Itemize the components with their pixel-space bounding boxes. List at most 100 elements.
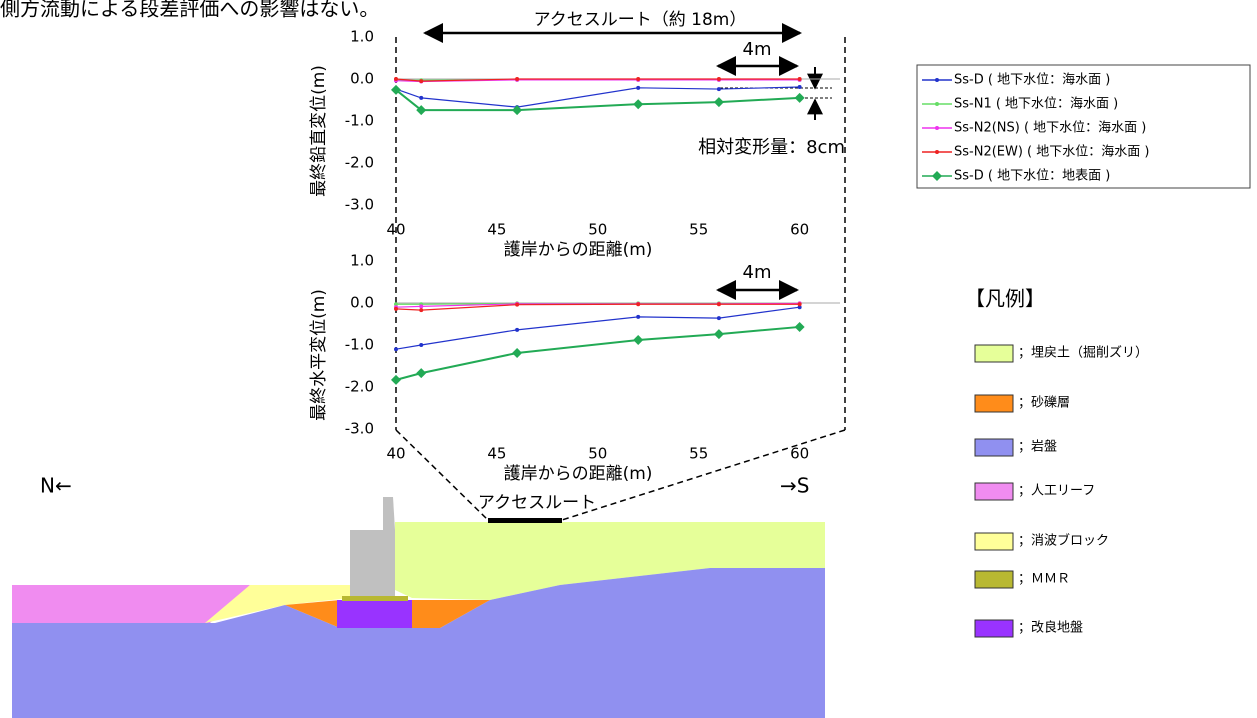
legend-label: Ss-N1 ( 地下水位：海水面 ) <box>954 97 1118 112</box>
x-tick-label: 55 <box>689 221 708 239</box>
strata-label: ；砂礫層 <box>1018 395 1070 411</box>
x-tick-label: 40 <box>386 445 405 463</box>
legend-label: Ss-D ( 地下水位：地表面 ) <box>954 169 1110 184</box>
y-axis-label: 最終鉛直変位(m) <box>309 65 329 197</box>
strata-label: ；人工リーフ <box>1018 484 1095 499</box>
y-tick-label: -1.0 <box>345 336 374 354</box>
deform-label: 相対変形量：8cm <box>698 137 845 158</box>
strata-label: ；ＭＭＲ <box>1018 572 1070 587</box>
series-line <box>395 78 800 82</box>
point <box>716 302 721 307</box>
cross-section <box>12 497 825 718</box>
legend-marker <box>935 126 939 130</box>
span-label: 4m <box>743 39 772 60</box>
point <box>419 79 424 84</box>
point <box>512 347 523 358</box>
point <box>391 374 401 385</box>
y-tick-label: 0.0 <box>350 70 374 88</box>
access-span-label: アクセスルート（約 18m） <box>534 10 747 30</box>
strata-swatch <box>974 532 1014 551</box>
point <box>633 99 644 110</box>
x-axis-label: 護岸からの距離(m) <box>504 240 653 260</box>
legend-label: Ss-N2(NS) ( 地下水位：海水面 ) <box>954 121 1146 136</box>
point <box>515 77 520 81</box>
point <box>794 321 805 332</box>
point <box>391 84 401 95</box>
strata-legend-title: 【凡例】 <box>965 287 1045 311</box>
point <box>794 92 805 103</box>
zoom-lines <box>395 37 846 521</box>
point <box>636 314 641 319</box>
strata-swatch <box>974 482 1014 501</box>
point <box>419 308 424 313</box>
legend-label: Ss-N2(EW) ( 地下水位：海水面 ) <box>954 145 1149 160</box>
y-tick-label: -3.0 <box>345 420 374 438</box>
point <box>416 105 427 116</box>
legend-marker <box>932 171 942 181</box>
series-line <box>395 86 800 108</box>
point <box>716 77 721 81</box>
series-line <box>395 306 800 350</box>
point <box>419 95 424 100</box>
legend-marker <box>935 78 939 82</box>
series-line <box>395 303 800 311</box>
point <box>394 77 398 81</box>
point <box>633 334 644 345</box>
point <box>716 316 721 321</box>
x-tick-label: 60 <box>790 445 809 463</box>
y-tick-label: -3.0 <box>345 196 374 214</box>
series-line <box>395 79 800 83</box>
point <box>419 343 424 347</box>
x-tick-label: 45 <box>487 221 506 239</box>
y-tick-label: 0.0 <box>350 294 374 312</box>
point <box>394 347 398 352</box>
point <box>713 97 724 108</box>
x-tick-label: 40 <box>386 221 405 239</box>
access-route-label: アクセスルート <box>478 493 596 513</box>
point <box>797 77 802 81</box>
strata-swatch <box>974 394 1014 413</box>
x-tick-label: 60 <box>790 221 809 239</box>
y-tick-label: -2.0 <box>345 154 374 172</box>
x-tick-label: 50 <box>588 445 607 463</box>
y-tick-label: -1.0 <box>345 112 374 130</box>
point <box>394 302 398 307</box>
series-line <box>395 325 800 381</box>
legend-label: Ss-D ( 地下水位：海水面 ) <box>954 73 1110 88</box>
point <box>797 305 802 310</box>
strata-label: ；岩盤 <box>1018 440 1057 455</box>
point <box>636 85 641 90</box>
point <box>797 84 802 89</box>
legend-marker <box>935 102 939 106</box>
strata-swatch <box>974 619 1014 638</box>
point <box>515 302 520 307</box>
y-tick-label: 1.0 <box>350 28 374 46</box>
x-tick-label: 50 <box>588 221 607 239</box>
x-tick-label: 45 <box>487 445 506 463</box>
point <box>636 77 641 81</box>
point <box>713 329 724 340</box>
y-axis-label: 最終水平変位(m) <box>309 289 329 421</box>
point <box>416 368 427 379</box>
x-tick-label: 55 <box>689 445 708 463</box>
strata-label: ；改良地盤 <box>1018 620 1083 636</box>
point <box>636 302 641 307</box>
legend-box <box>916 64 1251 189</box>
y-tick-label: 1.0 <box>350 252 374 270</box>
point <box>515 327 520 332</box>
series-line <box>395 89 800 112</box>
point <box>394 306 398 311</box>
strata-swatch <box>974 344 1014 363</box>
y-tick-label: -2.0 <box>345 378 374 396</box>
strata-label: ；埋戻土（掘削ズリ） <box>1018 345 1148 361</box>
point <box>512 105 523 116</box>
point <box>419 304 424 309</box>
strata-swatch <box>974 438 1014 457</box>
south-label: →S <box>780 474 809 498</box>
point <box>716 87 721 92</box>
x-axis-label: 護岸からの距離(m) <box>504 464 653 484</box>
north-label: N← <box>40 474 72 498</box>
span-label: 4m <box>743 262 772 283</box>
point <box>797 302 802 307</box>
